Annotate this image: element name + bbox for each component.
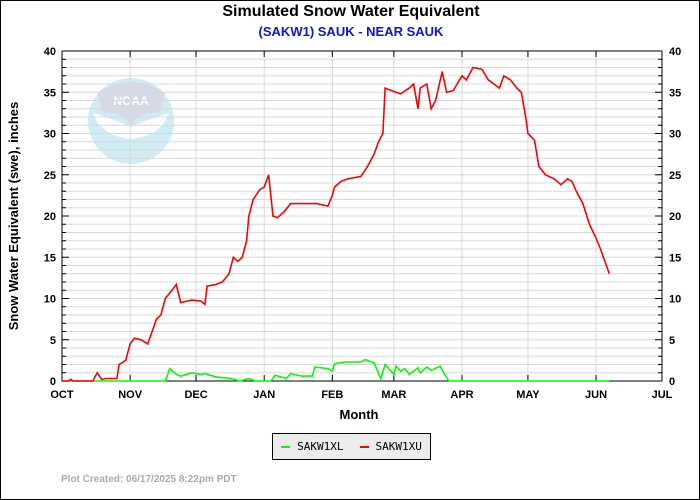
- legend-item-sakw1xu: SAKW1XU: [359, 440, 422, 453]
- y-tick-label-right: 40: [669, 46, 681, 58]
- x-tick-label: NOV: [118, 389, 143, 401]
- legend-swatch: [359, 445, 369, 448]
- y-tick-label: 10: [44, 294, 56, 306]
- series-line-sakw1xl: [62, 358, 610, 382]
- x-tick-label: APR: [450, 389, 473, 401]
- y-tick-label-right: 25: [669, 170, 681, 182]
- x-tick-label: MAR: [381, 389, 406, 401]
- noaa-logo: NOAA: [88, 78, 174, 164]
- y-tick-label: 35: [44, 87, 56, 99]
- y-tick-label: 15: [44, 252, 56, 264]
- y-tick-label: 25: [44, 170, 56, 182]
- plot-created-note: Plot Created: 06/17/2025 8:22pm PDT: [61, 474, 237, 485]
- x-tick-label: MAY: [516, 389, 540, 401]
- x-tick-label: DEC: [184, 389, 207, 401]
- x-tick-label: OCT: [50, 389, 74, 401]
- y-tick-label-right: 15: [669, 252, 681, 264]
- x-axis-label: Month: [340, 407, 379, 422]
- legend-label: SAKW1XL: [297, 440, 344, 453]
- legend-item-sakw1xl: SAKW1XL: [281, 440, 344, 453]
- legend-label: SAKW1XU: [375, 440, 422, 453]
- plot-frame: [61, 50, 663, 382]
- y-tick-label: 5: [50, 335, 56, 347]
- chart-subtitle: (SAKW1) SAUK - NEAR SAUK: [258, 24, 444, 39]
- y-tick-label: 30: [44, 129, 56, 141]
- y-tick-label: 40: [44, 46, 56, 58]
- y-tick-label-right: 30: [669, 129, 681, 141]
- legend-swatch: [281, 445, 291, 448]
- chart-title: Simulated Snow Water Equivalent: [222, 3, 480, 20]
- x-tick-label: JUL: [652, 389, 673, 401]
- y-tick-label: 0: [50, 376, 56, 388]
- y-tick-label-right: 0: [669, 376, 675, 388]
- y-tick-label-right: 5: [669, 335, 675, 347]
- y-tick-label-right: 10: [669, 294, 681, 306]
- x-tick-label: JUN: [585, 389, 607, 401]
- x-tick-label: JAN: [253, 389, 275, 401]
- x-tick-label: FEB: [321, 389, 343, 401]
- y-tick-label: 20: [44, 211, 56, 223]
- series-line-sakw1xu: [62, 66, 611, 382]
- y-tick-label-right: 35: [669, 87, 681, 99]
- legend: SAKW1XL SAKW1XU: [272, 433, 431, 460]
- y-tick-label-right: 20: [669, 211, 681, 223]
- y-axis-label: Snow Water Equivalent (swe), inches: [6, 102, 21, 331]
